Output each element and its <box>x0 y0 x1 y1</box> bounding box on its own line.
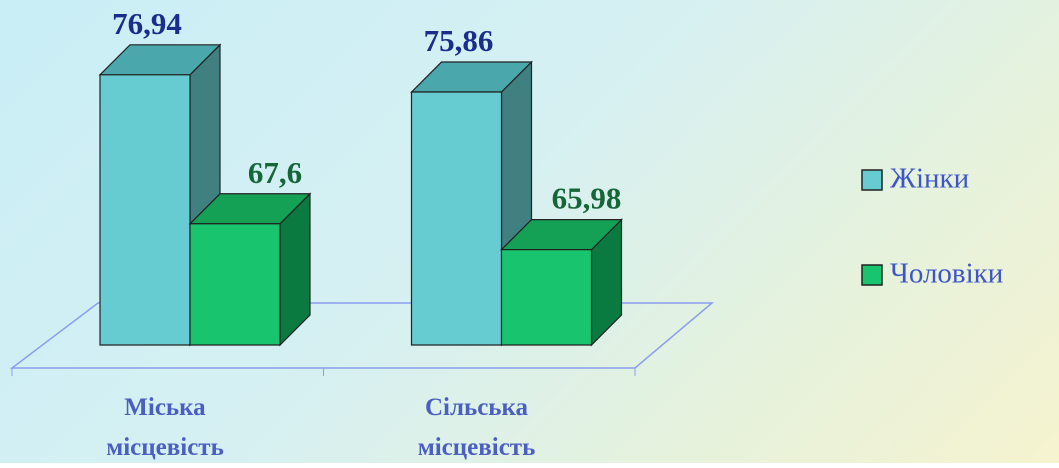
bar <box>410 60 533 347</box>
category-label: Міська місцевість <box>106 394 224 461</box>
legend-label: Жінки <box>890 163 969 195</box>
bar <box>500 218 623 347</box>
value-label: 67,6 <box>248 155 302 190</box>
value-label: 76,94 <box>112 6 182 41</box>
legend-label: Чоловіки <box>890 258 1003 290</box>
floor <box>9 302 715 369</box>
category-label: Сільська місцевість <box>417 394 536 461</box>
legend-swatch <box>861 264 883 286</box>
value-label: 75,86 <box>424 23 494 58</box>
bar <box>188 192 312 347</box>
value-label: 65,98 <box>552 181 622 216</box>
bar-face <box>99 74 191 346</box>
legend-swatch <box>861 169 883 191</box>
bar-face <box>500 249 593 346</box>
bar-face <box>410 91 503 346</box>
bar-face <box>189 223 281 346</box>
